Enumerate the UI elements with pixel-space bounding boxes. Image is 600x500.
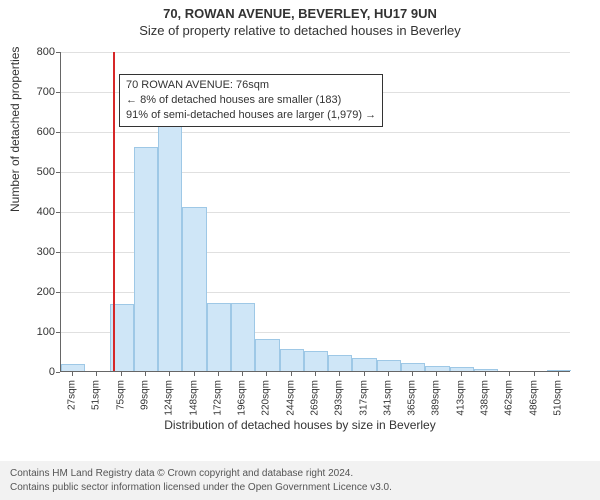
plot-area: 70 ROWAN AVENUE: 76sqm ← 8% of detached … [60, 52, 570, 372]
histogram-bar [134, 147, 158, 371]
x-tick-mark [266, 372, 267, 376]
y-tick-label: 400 [15, 206, 55, 218]
y-tick-mark [56, 132, 60, 133]
x-tick-label: 51sqm [91, 380, 102, 410]
x-tick-label: 196sqm [237, 380, 248, 416]
x-tick-label: 244sqm [285, 380, 296, 416]
gridline [61, 52, 570, 53]
x-tick-label: 27sqm [67, 380, 78, 410]
x-tick-label: 148sqm [188, 380, 199, 416]
x-tick-mark [509, 372, 510, 376]
histogram-bar [61, 364, 85, 371]
y-tick-label: 600 [15, 126, 55, 138]
y-tick-label: 0 [15, 366, 55, 378]
x-tick-mark [461, 372, 462, 376]
y-tick-label: 800 [15, 46, 55, 58]
footer-line2: Contains public sector information licen… [10, 481, 590, 495]
y-tick-mark [56, 372, 60, 373]
annotation-line1: 70 ROWAN AVENUE: 76sqm [126, 78, 376, 93]
y-tick-mark [56, 172, 60, 173]
x-tick-mark [412, 372, 413, 376]
chart-title-address: 70, ROWAN AVENUE, BEVERLEY, HU17 9UN [0, 6, 600, 21]
x-tick-label: 124sqm [164, 380, 175, 416]
y-tick-mark [56, 212, 60, 213]
histogram-bar [474, 369, 498, 371]
histogram-bar [231, 303, 255, 371]
annotation-box: 70 ROWAN AVENUE: 76sqm ← 8% of detached … [119, 74, 383, 127]
x-tick-label: 365sqm [407, 380, 418, 416]
x-tick-mark [194, 372, 195, 376]
histogram-bar [182, 207, 206, 371]
x-tick-label: 462sqm [504, 380, 515, 416]
y-tick-mark [56, 92, 60, 93]
x-tick-label: 389sqm [431, 380, 442, 416]
histogram-bar [352, 358, 376, 371]
y-tick-mark [56, 52, 60, 53]
x-tick-mark [315, 372, 316, 376]
x-tick-label: 486sqm [528, 380, 539, 416]
x-tick-label: 413sqm [455, 380, 466, 416]
x-tick-mark [121, 372, 122, 376]
x-tick-label: 317sqm [358, 380, 369, 416]
histogram-bar [255, 339, 279, 371]
x-tick-label: 220sqm [261, 380, 272, 416]
x-tick-label: 172sqm [212, 380, 223, 416]
histogram-bar [401, 363, 425, 371]
x-tick-mark [291, 372, 292, 376]
chart-subtitle: Size of property relative to detached ho… [0, 23, 600, 38]
footer-attribution: Contains HM Land Registry data © Crown c… [0, 461, 600, 500]
histogram-bar [547, 370, 571, 371]
chart-container: Number of detached properties 70 ROWAN A… [0, 42, 600, 437]
x-tick-mark [96, 372, 97, 376]
histogram-bar [377, 360, 401, 371]
histogram-bar [158, 125, 182, 371]
y-tick-label: 700 [15, 86, 55, 98]
y-tick-mark [56, 252, 60, 253]
x-axis-label: Distribution of detached houses by size … [0, 418, 600, 432]
x-tick-mark [72, 372, 73, 376]
property-marker-line [113, 52, 115, 371]
x-tick-mark [388, 372, 389, 376]
gridline [61, 132, 570, 133]
x-tick-mark [558, 372, 559, 376]
x-tick-mark [339, 372, 340, 376]
y-tick-label: 300 [15, 246, 55, 258]
x-tick-label: 269sqm [310, 380, 321, 416]
x-tick-mark [218, 372, 219, 376]
histogram-bar [207, 303, 231, 371]
histogram-bar [304, 351, 328, 371]
annotation-line2: ← 8% of detached houses are smaller (183… [126, 93, 376, 108]
x-tick-label: 510sqm [552, 380, 563, 416]
x-tick-mark [242, 372, 243, 376]
histogram-bar [280, 349, 304, 371]
x-tick-mark [145, 372, 146, 376]
x-tick-label: 293sqm [334, 380, 345, 416]
histogram-bar [450, 367, 474, 371]
x-tick-label: 438sqm [480, 380, 491, 416]
y-tick-label: 200 [15, 286, 55, 298]
x-tick-mark [364, 372, 365, 376]
annotation-line3: 91% of semi-detached houses are larger (… [126, 108, 376, 123]
y-tick-mark [56, 292, 60, 293]
x-tick-label: 341sqm [382, 380, 393, 416]
y-tick-mark [56, 332, 60, 333]
x-tick-mark [534, 372, 535, 376]
histogram-bar [328, 355, 352, 371]
y-tick-label: 100 [15, 326, 55, 338]
x-tick-label: 75sqm [115, 380, 126, 410]
x-tick-mark [485, 372, 486, 376]
x-tick-mark [436, 372, 437, 376]
x-tick-label: 99sqm [140, 380, 151, 410]
y-tick-label: 500 [15, 166, 55, 178]
x-tick-mark [169, 372, 170, 376]
footer-line1: Contains HM Land Registry data © Crown c… [10, 467, 590, 481]
histogram-bar [425, 366, 449, 371]
